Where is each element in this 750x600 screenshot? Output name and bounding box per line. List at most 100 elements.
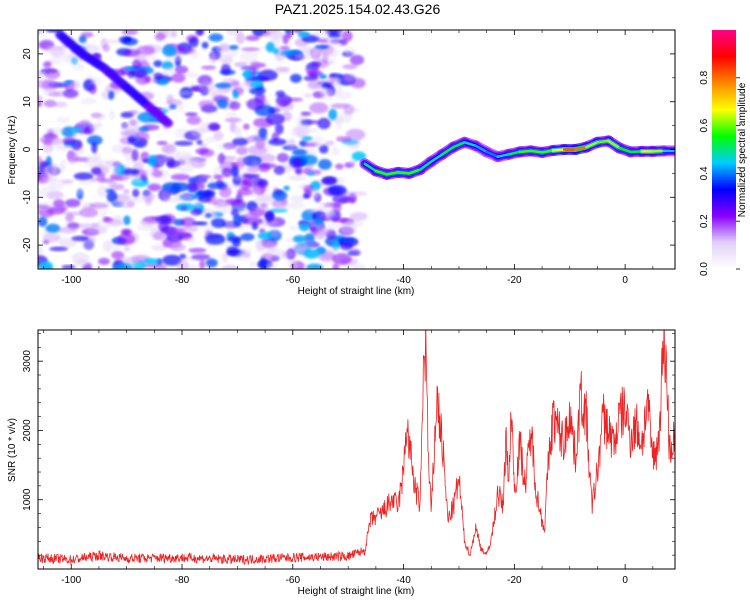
- spectrogram-noise-blob: [188, 37, 199, 48]
- spectrogram-noise-blob: [186, 264, 199, 269]
- spectrogram-noise-blob: [313, 30, 331, 39]
- spectrogram-ridge-segment: [596, 139, 610, 144]
- spectrogram-noise-blob: [320, 253, 335, 260]
- spectrogram-noise-blob: [169, 104, 177, 110]
- spectrogram-noise-blob: [303, 249, 320, 259]
- spectrogram-noise-blob: [190, 208, 202, 216]
- spectrogram-noise-blob: [121, 168, 140, 175]
- spectrogram-noise-blob: [166, 148, 180, 159]
- spectrogram-noise-blob: [335, 163, 344, 170]
- spectrogram-noise-blob: [268, 138, 287, 146]
- spectrogram-noise-blob: [298, 222, 310, 232]
- spectrogram-noise-blob: [199, 81, 215, 93]
- snr-series-line: [38, 330, 675, 566]
- spectrogram-noise-blob: [292, 245, 302, 250]
- spectrogram-noise-blob: [309, 102, 329, 114]
- spectrogram-noise-blob: [162, 44, 177, 57]
- spectrogram-noise-blob: [225, 198, 240, 205]
- spectrogram-noise-blob: [226, 112, 238, 119]
- spectrogram-y-ticks: -20 -10 0 10 20: [22, 29, 675, 270]
- spectrogram-noise-blob: [276, 152, 289, 163]
- spectrogram-ridge-segment: [452, 141, 466, 149]
- snr-panel: -100 -80 -60 -40 -20 0 1000 2000 3000 Height of…: [7, 329, 676, 597]
- spectrogram-ridge-segment: [396, 171, 411, 175]
- spectrogram-noise-blob: [326, 75, 342, 84]
- spectrogram-noise-blob: [140, 218, 158, 227]
- spectrogram-ridge-segment: [574, 145, 588, 151]
- spectrogram-noise-blob: [285, 202, 305, 210]
- spectrogram-noise-blob: [348, 248, 361, 257]
- spectrogram-noise-blob: [246, 98, 265, 111]
- spectrogram-noise-blob: [53, 208, 67, 213]
- spectrogram-noise-blob: [111, 245, 121, 251]
- spectrogram-noise-blob: [303, 189, 312, 198]
- spectrogram-noise-blob: [77, 223, 96, 229]
- spectrogram-noise-blob: [71, 235, 89, 242]
- spectrogram-noise-blob: [62, 89, 79, 98]
- spectrogram-noise-blob: [213, 131, 224, 141]
- spectrogram-noise-blob: [289, 225, 299, 231]
- spectrogram-noise-blob: [111, 251, 125, 260]
- spectrogram-noise-blob: [235, 32, 245, 45]
- spectrogram-noise-blob: [38, 245, 43, 255]
- spectrogram-noise-blob: [282, 251, 294, 258]
- spectrogram-noise-blob: [229, 101, 241, 110]
- snr-frame: [37, 329, 676, 570]
- spectrogram-noise-blob: [209, 52, 217, 65]
- spectrogram-noise-blob: [306, 263, 324, 269]
- spectrogram-noise-blob: [114, 262, 133, 269]
- spectrogram-noise-blob: [178, 164, 194, 173]
- spectrogram-noise-blob: [342, 64, 358, 70]
- spectrogram-noise-blob: [103, 216, 111, 222]
- spectrogram-noise-blob: [339, 241, 353, 251]
- spectrogram-noise-blob: [216, 98, 228, 109]
- spectrogram-noise-blob: [249, 185, 261, 196]
- spectrogram-noise-blob: [79, 207, 99, 218]
- spectrogram-noise-blob: [226, 246, 239, 256]
- spectrogram-noise-blob: [289, 176, 304, 181]
- spectrogram-x-ticks: -100 -80 -60 -40 -20 0: [43, 30, 654, 286]
- spectrogram-noise-blob: [197, 174, 206, 185]
- spectrogram-noise-blob: [122, 229, 131, 235]
- spectrogram-noise-blob: [294, 53, 315, 60]
- spectrogram-noise-blob: [156, 77, 169, 86]
- spectrogram-noise-blob: [105, 160, 122, 167]
- figure-title: PAZ1.2025.154.02.43.G26: [274, 1, 441, 17]
- spectrogram-noise-blob: [242, 173, 260, 179]
- spectrogram-noise-blob: [298, 183, 307, 189]
- spectrogram-y-tick-label: 10: [22, 96, 33, 108]
- spectrogram-noise-blob: [343, 73, 357, 83]
- colorbar-tick-label: 0.4: [699, 166, 710, 180]
- spectrogram-noise-blob: [77, 147, 84, 155]
- spectrogram-noise-blob: [164, 66, 175, 77]
- spectrogram-noise-blob: [300, 111, 312, 116]
- snr-y-tick-label: 3000: [22, 350, 33, 373]
- spectrogram-noise-blob: [193, 199, 201, 208]
- spectrogram-noise-blob: [320, 48, 340, 58]
- spectrogram-noise-blob: [43, 99, 57, 108]
- spectrogram-noise-blob: [307, 80, 323, 90]
- spectrogram-noise-blob: [162, 254, 182, 266]
- spectrogram-noise-blob: [273, 165, 285, 175]
- snr-x-tick-label: -20: [507, 575, 522, 586]
- spectrogram-noise-blob: [330, 147, 340, 157]
- spectrogram-x-label: Height of straight line (km): [298, 286, 415, 297]
- spectrogram-noise-blob: [349, 159, 357, 167]
- spectrogram-noise-blob: [123, 246, 131, 252]
- spectrogram-noise-blob: [85, 262, 93, 269]
- spectrogram-noise-blob: [283, 185, 291, 191]
- spectrogram-ridge-segment: [485, 150, 499, 158]
- spectrogram-noise-blob: [109, 175, 123, 180]
- spectrogram-noise-blob: [43, 61, 52, 69]
- spectrogram-noise-blob: [274, 205, 288, 212]
- spectrogram-noise-blob: [147, 155, 158, 167]
- spectrogram-noise-blob: [265, 241, 277, 252]
- spectrogram-noise-blob: [180, 205, 188, 211]
- spectrogram-noise-blob: [189, 182, 206, 191]
- spectrogram-y-tick-label: -10: [22, 190, 33, 205]
- spectrogram-noise-blob: [160, 190, 170, 201]
- spectrogram-noise-blob: [205, 213, 212, 218]
- spectrogram-noise-blob: [310, 127, 319, 133]
- spectrogram-noise-blob: [71, 127, 82, 132]
- spectrogram-noise-blob: [312, 169, 322, 175]
